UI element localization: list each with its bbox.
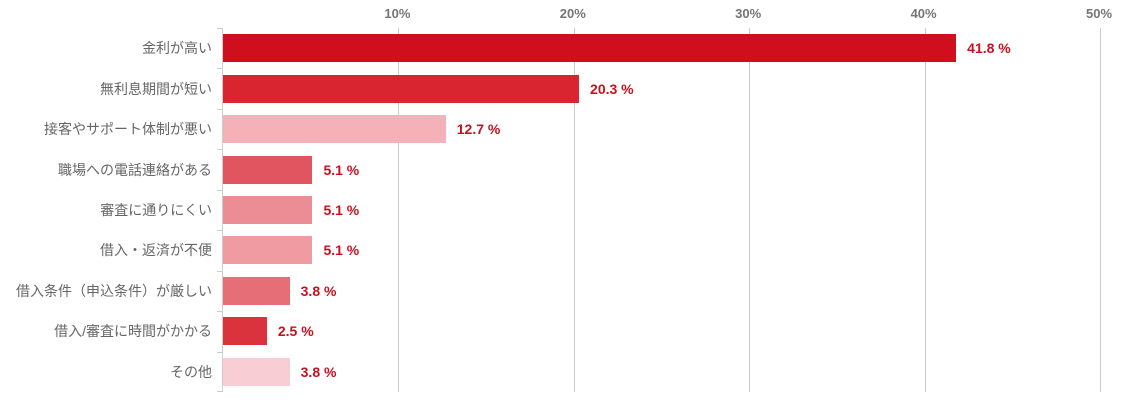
category-label: 金利が高い [142, 40, 212, 57]
gridline [1100, 28, 1101, 392]
y-axis-tick [217, 352, 223, 353]
y-axis-tick [217, 391, 223, 392]
plot-area: 41.8 % 20.3 % 12.7 % 5.1 % 5.1 % 5.1 % 3.8 % 2.… [217, 28, 1101, 392]
value-label: 3.8 % [300, 282, 337, 299]
bar [223, 155, 313, 184]
bar [223, 74, 580, 103]
category-label: その他 [170, 363, 212, 380]
bar [223, 317, 267, 346]
bar [223, 236, 313, 265]
bar-row: 41.8 % [223, 28, 1100, 68]
bar [223, 276, 290, 305]
category-label: 借入/審査に時間がかかる [54, 323, 212, 340]
x-axis-tick-label: 10% [384, 6, 411, 21]
y-axis-tick [217, 230, 223, 231]
value-label: 2.5 % [277, 323, 314, 340]
category-label: 職場への電話連絡がある [58, 161, 212, 178]
value-label: 41.8 % [967, 40, 1011, 57]
y-axis-tick [217, 311, 223, 312]
value-label: 3.8 % [300, 363, 337, 380]
value-label: 20.3 % [590, 80, 634, 97]
y-axis-tick [217, 271, 223, 272]
bar-row: 12.7 % [223, 109, 1100, 149]
y-axis-tick [217, 68, 223, 69]
y-axis-tick [217, 109, 223, 110]
category-label: 審査に通りにくい [100, 201, 212, 218]
bar-row: 3.8 % [223, 271, 1100, 311]
category-label: 借入・返済が不便 [100, 242, 212, 259]
bar [223, 34, 957, 63]
y-axis-tick [217, 149, 223, 150]
bar-row: 2.5 % [223, 311, 1100, 351]
gridline [398, 28, 400, 392]
bar [223, 195, 313, 224]
bar [223, 357, 290, 386]
value-label: 5.1 % [323, 201, 360, 218]
value-label: 5.1 % [323, 161, 360, 178]
category-label: 借入条件（申込条件）が厳しい [16, 282, 212, 299]
category-axis: 金利が高い無利息期間が短い接客やサポート体制が悪い職場への電話連絡がある審査に通… [0, 28, 212, 392]
x-axis-tick-label: 50% [1085, 6, 1113, 21]
bar-row: 3.8 % [223, 352, 1100, 392]
x-axis-tick-label: 30% [735, 6, 762, 21]
bar-row: 5.1 % [223, 190, 1100, 230]
gridline [749, 28, 751, 392]
y-axis-tick [217, 190, 223, 191]
bar-row: 20.3 % [223, 68, 1100, 108]
bar [223, 115, 446, 144]
x-axis-tick-label: 40% [910, 6, 937, 21]
category-label: 接客やサポート体制が悪い [44, 121, 212, 138]
gridline [573, 28, 575, 392]
y-axis-tick [217, 28, 223, 29]
value-label: 12.7 % [456, 121, 501, 138]
x-axis-tick-label: 20% [559, 6, 586, 21]
bar-row: 5.1 % [223, 230, 1100, 270]
gridline [924, 28, 926, 392]
value-label: 5.1 % [323, 242, 360, 259]
category-label: 無利息期間が短い [100, 80, 212, 97]
bar-row: 5.1 % [223, 149, 1100, 189]
